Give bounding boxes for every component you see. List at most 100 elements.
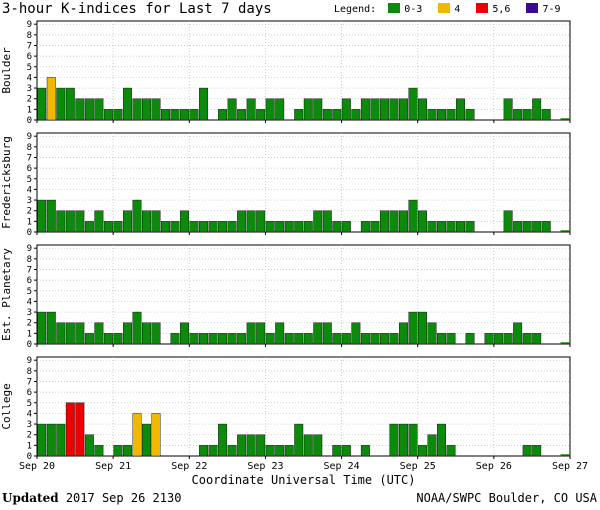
y-tick-label: 8: [27, 143, 32, 153]
panel-frame: [36, 132, 571, 233]
y-tick-label: 3: [27, 308, 32, 318]
panel-ylabel: Boulder: [0, 47, 13, 94]
y-tick-label: 2: [27, 319, 32, 329]
k-index-bar: [132, 98, 142, 121]
k-index-bar: [446, 221, 456, 233]
k-index-bar: [208, 445, 218, 457]
k-index-bar: [246, 434, 256, 457]
y-tick-label: 5: [27, 399, 32, 409]
k-index-bar: [503, 98, 513, 121]
k-index-bar: [37, 423, 47, 457]
k-index-bar: [294, 423, 304, 457]
x-tick-label: Sep 20: [19, 461, 55, 472]
k-index-bar: [284, 333, 294, 345]
k-index-bar: [303, 434, 313, 457]
k-index-bar: [494, 333, 504, 345]
x-tick-label: Sep 21: [95, 461, 131, 472]
y-tick-label: 8: [27, 255, 32, 265]
legend-swatch-purple: [526, 3, 539, 13]
k-index-bar: [132, 311, 142, 345]
k-index-bar: [522, 333, 532, 345]
legend-text: 0-3: [404, 4, 423, 15]
k-index-bar: [294, 109, 304, 121]
x-tick-label: Sep 23: [247, 461, 283, 472]
k-index-bar: [189, 221, 199, 233]
k-index-bar: [208, 221, 218, 233]
k-index-bar: [65, 402, 75, 457]
y-tick-label: 2: [27, 431, 32, 441]
k-index-bar: [103, 109, 113, 121]
k-index-bar: [456, 98, 466, 121]
legend: Legend: 0-3 4 5,6 7-9: [334, 3, 571, 17]
k-index-bar: [113, 333, 123, 345]
k-index-bar: [84, 221, 94, 233]
y-tick-label: 5: [27, 287, 32, 297]
k-index-bar: [218, 333, 228, 345]
legend-item-0-3: 0-3: [388, 3, 422, 15]
k-index-bar: [151, 322, 161, 345]
k-index-bar: [370, 221, 380, 233]
k-index-bar: [161, 109, 170, 121]
k-index-bar: [170, 221, 180, 233]
y-tick-label: 4: [27, 297, 32, 307]
y-tick-label: 0: [27, 340, 32, 350]
k-index-bar: [65, 322, 75, 345]
k-index-bar: [84, 434, 94, 457]
k-index-bar: [180, 210, 189, 233]
legend-item-7-9: 7-9: [526, 3, 561, 15]
y-tick-label: 8: [27, 31, 32, 41]
k-index-bar: [513, 221, 523, 233]
k-index-bar: [141, 322, 151, 345]
k-index-bar: [46, 77, 56, 121]
k-index-bar: [265, 333, 275, 345]
k-index-bar: [122, 322, 132, 345]
y-tick-label: 0: [27, 228, 32, 238]
k-index-bar: [103, 221, 113, 233]
k-index-bar: [522, 221, 532, 233]
legend-text: 7-9: [542, 4, 561, 15]
k-index-bar: [103, 333, 113, 345]
k-index-bar: [151, 210, 161, 233]
k-index-bar: [408, 87, 418, 121]
k-index-bar: [398, 423, 408, 457]
k-index-bar: [360, 98, 370, 121]
k-index-bar: [151, 98, 161, 121]
k-index-bar: [199, 87, 209, 121]
k-index-bar: [46, 423, 56, 457]
k-index-bar: [227, 98, 237, 121]
k-index-bar: [332, 445, 342, 457]
y-tick-label: 9: [27, 132, 32, 142]
k-index-bar: [246, 322, 256, 345]
k-index-bar: [227, 221, 237, 233]
k-index-bar: [113, 445, 123, 457]
k-index-bar: [199, 221, 209, 233]
k-index-bar: [275, 322, 285, 345]
k-index-bar: [151, 413, 161, 457]
panel-frame: [36, 244, 571, 345]
y-tick-label: 9: [27, 20, 32, 30]
k-index-bar: [227, 445, 237, 457]
k-index-bar: [389, 333, 399, 345]
y-tick-label: 9: [27, 244, 32, 254]
k-index-bar: [218, 221, 228, 233]
k-index-bar: [341, 445, 351, 457]
k-index-bar: [427, 434, 437, 457]
k-index-bar: [132, 199, 142, 233]
x-tick-label: Sep 22: [171, 461, 207, 472]
k-index-bar: [427, 109, 437, 121]
k-index-bar: [227, 333, 237, 345]
k-index-bar: [237, 434, 247, 457]
panel-ylabel: College: [0, 383, 13, 429]
k-index-bar: [37, 311, 47, 345]
k-index-bar: [303, 333, 313, 345]
y-tick-label: 1: [27, 441, 32, 451]
k-index-bar: [446, 445, 456, 457]
k-index-bar: [437, 109, 446, 121]
k-index-bar: [332, 109, 342, 121]
y-tick-label: 7: [27, 265, 32, 275]
k-index-bar: [94, 210, 104, 233]
k-index-bar: [341, 221, 351, 233]
k-index-bar: [237, 210, 247, 233]
k-index-bar: [284, 221, 294, 233]
